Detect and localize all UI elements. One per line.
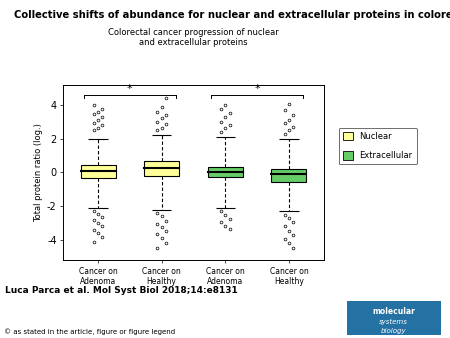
- Text: Luca Parca et al. Mol Syst Biol 2018;14:e8131: Luca Parca et al. Mol Syst Biol 2018;14:…: [5, 286, 238, 295]
- Text: Collective shifts of abundance for nuclear and extracellular proteins in colorec: Collective shifts of abundance for nucle…: [14, 10, 450, 20]
- Y-axis label: Total protein ratio (log.): Total protein ratio (log.): [34, 123, 43, 222]
- Text: © as stated in the article, figure or figure legend: © as stated in the article, figure or fi…: [4, 328, 176, 335]
- Legend: Nuclear, Extracellular: Nuclear, Extracellular: [338, 128, 417, 164]
- Text: Colorectal cancer progression of nuclear
and extracellular proteins: Colorectal cancer progression of nuclear…: [108, 28, 279, 47]
- Text: *: *: [254, 84, 260, 94]
- Bar: [81, 165, 116, 178]
- Text: systems: systems: [379, 319, 408, 325]
- Bar: [271, 169, 306, 182]
- Text: biology: biology: [381, 328, 406, 334]
- Bar: [144, 161, 179, 176]
- Text: *: *: [127, 84, 133, 94]
- Text: molecular: molecular: [372, 307, 415, 316]
- Bar: [208, 167, 243, 177]
